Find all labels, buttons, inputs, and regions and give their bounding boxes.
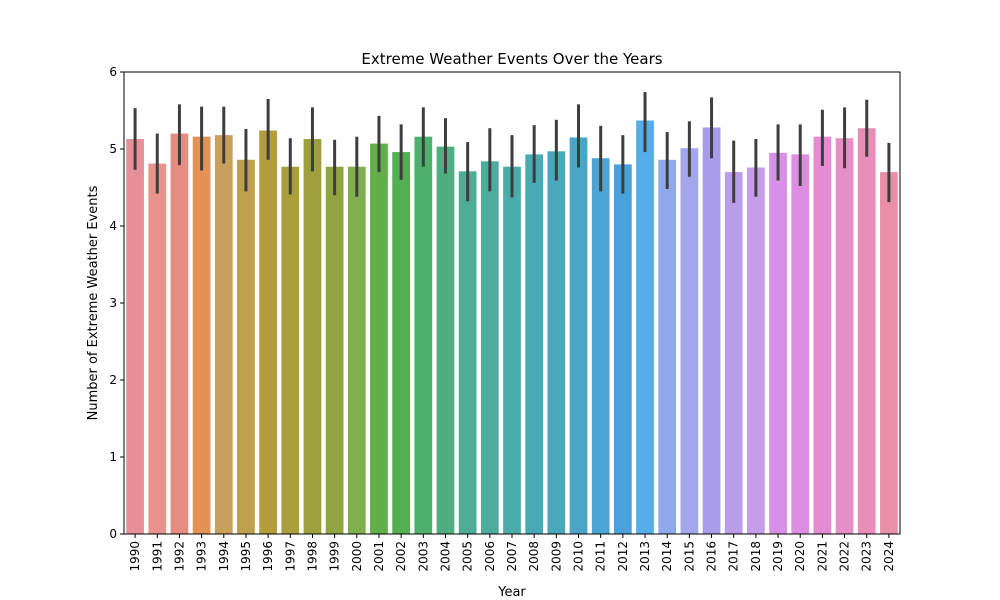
error-bars-group [133, 92, 891, 203]
bar [237, 159, 255, 534]
y-tick-label: 1 [109, 450, 117, 464]
y-axis: 0 1 2 3 4 5 6 [109, 65, 124, 541]
bar [813, 136, 832, 534]
y-tick-label: 4 [109, 219, 117, 233]
x-tick-label: 2018 [749, 541, 763, 572]
x-tick-label: 2017 [727, 541, 741, 572]
bar [170, 133, 189, 534]
x-tick-label: 2000 [350, 541, 364, 572]
x-tick-label: 1992 [172, 541, 186, 572]
x-tick-label: 2006 [483, 541, 497, 572]
x-tick-label: 2016 [705, 541, 719, 572]
y-tick-label: 6 [109, 65, 117, 79]
x-tick-label: 2010 [572, 541, 586, 572]
bar [192, 136, 211, 534]
bar [769, 152, 787, 534]
bar [214, 135, 233, 534]
bar [857, 128, 876, 534]
y-axis-label: Number of Extreme Weather Events [86, 185, 101, 420]
x-tick-label: 2015 [682, 541, 696, 572]
x-tick-label: 2021 [815, 541, 829, 572]
x-tick-label: 2002 [394, 541, 408, 572]
y-tick-label: 3 [109, 296, 117, 310]
bars-group [126, 120, 898, 535]
bar [613, 164, 632, 534]
x-tick-label: 1998 [305, 541, 319, 572]
x-tick-label: 1990 [128, 541, 142, 572]
x-tick-label: 2009 [549, 541, 563, 572]
x-tick-label: 2019 [771, 541, 785, 572]
x-tick-label: 1997 [283, 541, 297, 572]
bar [392, 152, 411, 534]
bar [680, 148, 699, 535]
bar [503, 166, 521, 534]
bar [724, 172, 743, 534]
x-tick-label: 2008 [527, 541, 541, 572]
bar [880, 172, 898, 534]
x-tick-label: 1996 [261, 541, 275, 572]
bar [325, 166, 344, 534]
bar [281, 166, 300, 534]
bar [835, 138, 854, 534]
bar [525, 154, 544, 534]
bar [658, 159, 677, 534]
x-tick-label: 2022 [838, 541, 852, 572]
bar [414, 136, 433, 534]
bar [303, 138, 322, 535]
x-tick-label: 2005 [461, 541, 475, 572]
x-tick-label: 2024 [882, 541, 896, 572]
y-tick-label: 0 [109, 527, 117, 541]
bar [791, 154, 810, 534]
bar [347, 166, 366, 534]
y-tick-label: 5 [109, 142, 117, 156]
x-tick-label: 2013 [638, 541, 652, 572]
x-tick-label: 2020 [793, 541, 807, 572]
bar [547, 151, 566, 534]
bar [636, 120, 654, 534]
x-tick-label: 2011 [594, 541, 608, 572]
x-axis: 1990 1991 1992 1993 1994 1995 1996 1997 1998 1999… [128, 534, 896, 572]
chart-title: Extreme Weather Events Over the Years [361, 50, 662, 68]
x-tick-label: 2014 [660, 541, 674, 572]
x-tick-label: 2007 [505, 541, 519, 572]
bar [436, 146, 455, 534]
bar [480, 161, 499, 534]
bar [458, 171, 477, 534]
x-tick-label: 1999 [328, 541, 342, 572]
x-tick-label: 2001 [372, 541, 386, 572]
x-tick-label: 2012 [616, 541, 630, 572]
bar [591, 158, 610, 535]
x-tick-label: 1993 [195, 541, 209, 572]
x-tick-label: 2023 [860, 541, 874, 572]
x-tick-label: 2003 [416, 541, 430, 572]
bar [702, 127, 721, 534]
bar [747, 167, 765, 535]
y-tick-label: 2 [109, 373, 117, 387]
x-tick-label: 2004 [438, 541, 452, 572]
bar [148, 163, 167, 534]
x-tick-label: 1995 [239, 541, 253, 572]
x-tick-label: 1994 [217, 541, 231, 572]
bar [259, 130, 277, 534]
bar [569, 137, 588, 534]
bar [370, 143, 388, 535]
x-axis-label: Year [497, 585, 526, 600]
plot-frame [123, 71, 901, 535]
x-tick-label: 1991 [150, 541, 164, 572]
bar [126, 138, 144, 535]
